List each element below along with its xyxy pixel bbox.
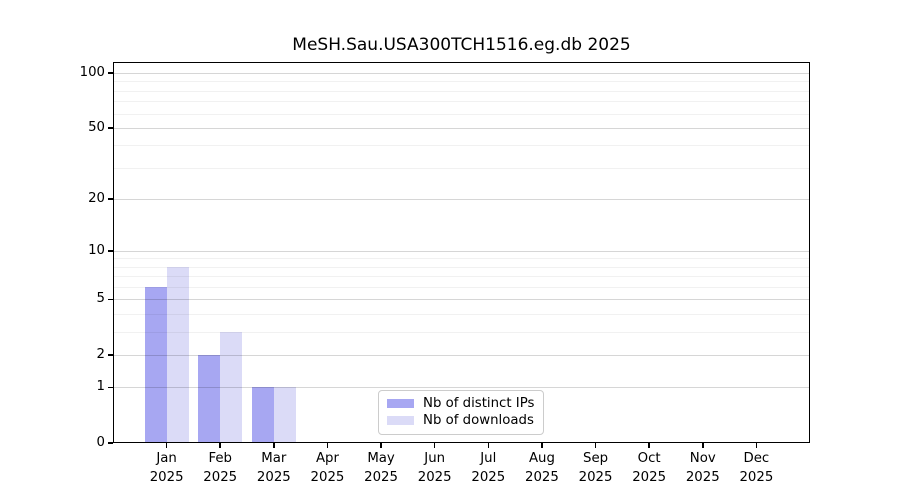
x-axis-tick bbox=[433, 443, 436, 448]
gridline bbox=[113, 198, 810, 200]
y-axis-tick bbox=[108, 127, 113, 129]
gridline bbox=[113, 258, 810, 260]
x-axis-tick bbox=[380, 443, 382, 448]
gridline bbox=[113, 331, 810, 333]
y-axis-tick-label: 0 bbox=[96, 435, 105, 450]
gridline bbox=[113, 127, 810, 129]
bar-distinct-ips bbox=[251, 387, 274, 443]
gridline bbox=[113, 145, 810, 147]
y-axis-tick bbox=[108, 298, 113, 301]
legend-swatch-downloads bbox=[387, 416, 414, 425]
x-axis-tick-label: Dec 2025 bbox=[739, 451, 774, 485]
y-axis-tick bbox=[108, 250, 113, 252]
y-axis-tick bbox=[108, 354, 113, 356]
gridline bbox=[113, 299, 810, 301]
bar-distinct-ips bbox=[144, 287, 167, 443]
legend-label-downloads: Nb of downloads bbox=[423, 413, 534, 428]
y-axis-tick bbox=[108, 386, 113, 389]
y-axis-tick bbox=[108, 442, 113, 444]
bar-distinct-ips bbox=[198, 354, 221, 443]
gridline bbox=[113, 314, 810, 315]
x-axis-tick-label: Feb 2025 bbox=[203, 451, 238, 485]
x-axis-tick-label: May 2025 bbox=[364, 451, 398, 485]
y-axis-tick-label: 2 bbox=[96, 346, 105, 362]
y-axis-tick-label: 20 bbox=[88, 190, 105, 206]
gridline bbox=[113, 90, 810, 92]
x-axis-tick-label: Mar 2025 bbox=[256, 451, 291, 485]
y-axis-tick-label: 1 bbox=[96, 379, 105, 395]
x-axis-tick bbox=[487, 443, 490, 448]
gridline bbox=[113, 276, 810, 278]
legend-swatch-distinct-ips bbox=[387, 399, 414, 408]
x-axis-tick-label: Jun 2025 bbox=[417, 451, 452, 485]
gridline bbox=[113, 250, 810, 252]
x-axis-tick bbox=[326, 443, 329, 448]
gridline bbox=[113, 287, 810, 289]
legend: Nb of distinct IPs Nb of downloads bbox=[378, 390, 544, 435]
y-axis-tick-label: 100 bbox=[79, 65, 105, 81]
legend-row-distinct-ips: Nb of distinct IPs bbox=[387, 395, 535, 412]
x-axis-tick-label: Sep 2025 bbox=[578, 451, 613, 485]
bar-downloads bbox=[273, 387, 296, 443]
x-axis-tick bbox=[755, 443, 758, 448]
y-axis-tick bbox=[108, 72, 113, 74]
y-axis-tick-label: 50 bbox=[88, 119, 105, 135]
bar-downloads bbox=[166, 266, 189, 443]
gridline bbox=[113, 101, 810, 103]
gridline bbox=[113, 113, 810, 115]
x-axis-tick-label: Aug 2025 bbox=[525, 451, 559, 485]
y-axis-tick-label: 5 bbox=[96, 291, 105, 307]
gridline bbox=[113, 81, 810, 83]
gridline bbox=[113, 387, 810, 389]
legend-row-downloads: Nb of downloads bbox=[387, 412, 535, 429]
x-axis-tick bbox=[702, 443, 704, 448]
x-axis-tick-label: Jul 2025 bbox=[471, 451, 506, 485]
x-axis-tick bbox=[648, 443, 650, 448]
x-axis-tick-label: Jan 2025 bbox=[149, 451, 184, 485]
gridline bbox=[113, 167, 810, 169]
chart-title: MeSH.Sau.USA300TCH1516.eg.db 2025 bbox=[292, 35, 631, 55]
x-axis-tick-label: Nov 2025 bbox=[685, 451, 720, 485]
x-axis-tick bbox=[219, 443, 221, 448]
y-axis-tick-label: 10 bbox=[88, 242, 105, 258]
x-axis-tick bbox=[594, 443, 597, 448]
x-axis-tick-label: Apr 2025 bbox=[310, 451, 345, 485]
x-axis-tick bbox=[273, 443, 275, 448]
plot-area bbox=[113, 62, 810, 443]
x-axis-tick bbox=[541, 443, 543, 448]
gridline bbox=[113, 266, 810, 268]
x-axis-tick-label: Oct 2025 bbox=[632, 451, 667, 485]
legend-label-distinct-ips: Nb of distinct IPs bbox=[423, 396, 535, 411]
x-axis-tick bbox=[165, 443, 168, 448]
y-axis-tick bbox=[108, 198, 113, 200]
gridline bbox=[113, 354, 810, 356]
gridline bbox=[113, 73, 810, 75]
bar-downloads bbox=[220, 331, 243, 443]
